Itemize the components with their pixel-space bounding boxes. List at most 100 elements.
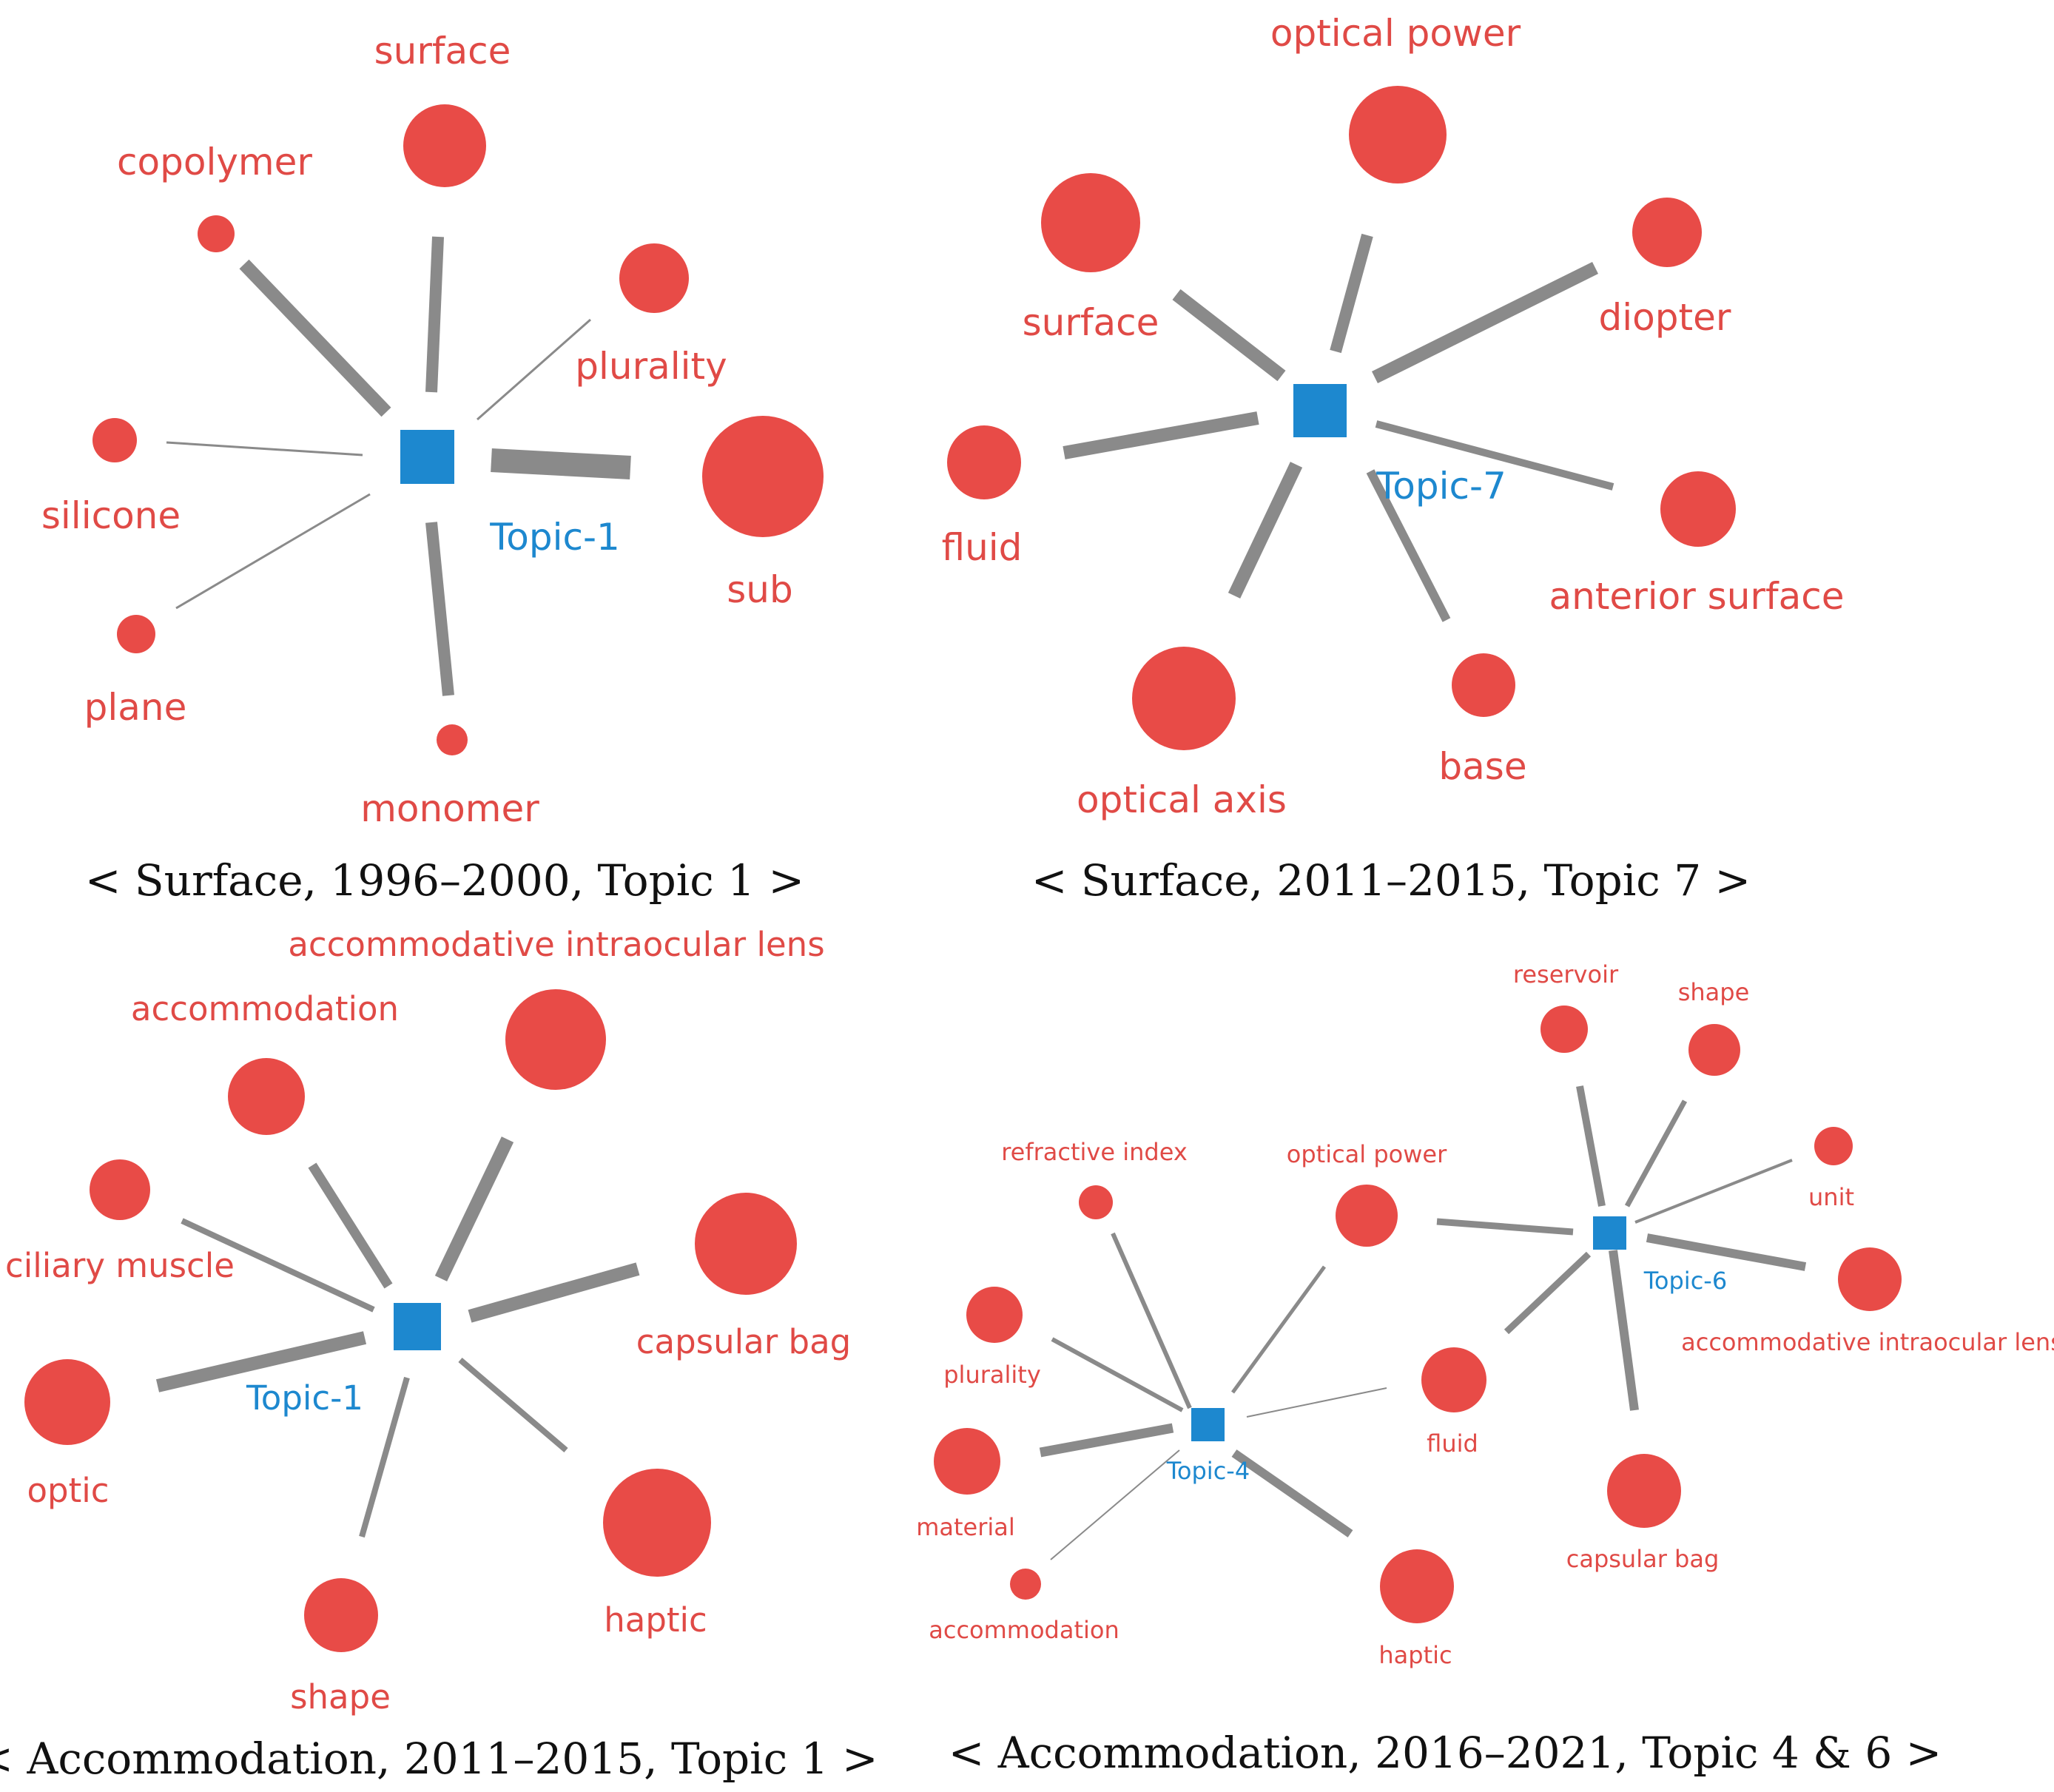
label-plurality: plurality [943, 1361, 1041, 1389]
node-reservoir[interactable] [1540, 1006, 1588, 1053]
edge-ciliary-muscle [181, 1218, 375, 1313]
label-fluid: fluid [1427, 1429, 1478, 1458]
hub-topic-1[interactable] [400, 430, 454, 484]
edge-monomer [425, 522, 454, 696]
panel-1-labels: surface copolymer plurality silicone sub… [41, 30, 793, 830]
node-capsular-bag[interactable] [695, 1193, 797, 1295]
caption-panel-3: < Accommodation, 2011–2015, Topic 1 > [0, 1734, 878, 1784]
edge-optical-power-t4 [1230, 1265, 1327, 1394]
node-unit[interactable] [1814, 1127, 1853, 1165]
node-plurality[interactable] [619, 243, 689, 313]
edge-optical-power [1330, 233, 1373, 354]
node-fluid[interactable] [1421, 1347, 1486, 1412]
panel-1-nodes [92, 104, 824, 755]
panel-2-labels: optical power surface diopter fluid ante… [942, 12, 1845, 821]
label-capsular-bag: capsular bag [1566, 1545, 1720, 1573]
edge-reservoir [1576, 1085, 1606, 1207]
edge-optic [155, 1331, 367, 1392]
node-sub[interactable] [702, 416, 824, 537]
panel-3-nodes [24, 989, 797, 1652]
label-surface: surface [374, 30, 511, 73]
caption-panel-1: < Surface, 1996–2000, Topic 1 > [85, 855, 804, 906]
node-plurality[interactable] [966, 1287, 1023, 1343]
node-ciliary-muscle[interactable] [90, 1159, 150, 1220]
edge-aiol [434, 1136, 514, 1281]
panel-3-edges [155, 1136, 640, 1538]
label-unit: unit [1808, 1183, 1854, 1211]
hub-topic-4[interactable] [1191, 1408, 1225, 1441]
node-haptic[interactable] [603, 1469, 711, 1577]
edge-capsular-bag [1609, 1250, 1639, 1411]
node-surface[interactable] [403, 104, 486, 187]
label-ciliary-muscle: ciliary muscle [5, 1246, 235, 1285]
label-material: material [916, 1513, 1015, 1541]
label-aiol: accommodative intraocular lens [288, 925, 824, 964]
label-fluid: fluid [942, 526, 1023, 569]
label-accommodation: accommodation [929, 1616, 1119, 1644]
edge-haptic [1231, 1449, 1353, 1537]
node-surface[interactable] [1041, 173, 1140, 272]
hub-topic-7[interactable] [1293, 384, 1347, 437]
node-shape[interactable] [1688, 1024, 1740, 1076]
hub-topic-6[interactable] [1593, 1216, 1626, 1250]
edge-fluid [1063, 411, 1259, 459]
edge-base [1366, 469, 1451, 622]
edge-plane [175, 493, 371, 610]
edge-aiol [1646, 1233, 1807, 1271]
edge-capsular-bag [468, 1262, 640, 1323]
caption-panel-4: < Accommodation, 2016–2021, Topic 4 & 6 … [949, 1728, 1942, 1778]
label-monomer: monomer [360, 787, 539, 830]
panel-accommodation-2011-2015: accommodative intraocular lens accommoda… [0, 925, 878, 1784]
panel-2-edges [1063, 233, 1614, 622]
label-optical-power: optical power [1287, 1140, 1447, 1168]
label-hub-topic-1b: Topic-1 [246, 1378, 363, 1418]
node-diopter[interactable] [1632, 198, 1702, 267]
label-aiol: accommodative intraocular lens [1681, 1328, 2054, 1356]
label-hub-topic-1: Topic-1 [489, 516, 620, 559]
edge-plurality [477, 318, 591, 421]
node-optical-power[interactable] [1349, 86, 1447, 183]
panel-accommodation-2016-2021: reservoir shape unit accommodative intra… [916, 960, 2054, 1778]
node-shape[interactable] [304, 1578, 378, 1652]
edge-accommodation [308, 1162, 393, 1289]
edge-sub [491, 448, 631, 479]
node-accommodation[interactable] [1010, 1569, 1041, 1600]
edge-accommodation [1050, 1449, 1180, 1560]
label-optical-power: optical power [1270, 12, 1521, 55]
panel-3-labels: accommodative intraocular lens accommoda… [5, 925, 851, 1717]
node-anterior-surface[interactable] [1660, 471, 1736, 547]
node-aiol[interactable] [505, 989, 606, 1090]
hub-topic-1b[interactable] [394, 1303, 441, 1350]
label-reservoir: reservoir [1513, 960, 1619, 988]
label-optical-axis: optical axis [1077, 778, 1287, 821]
label-silicone: silicone [41, 494, 181, 537]
label-shape: shape [1678, 978, 1750, 1006]
edge-shape [1624, 1099, 1688, 1207]
edge-optical-power-t6 [1436, 1218, 1574, 1236]
node-optic[interactable] [24, 1359, 110, 1445]
node-plane[interactable] [117, 615, 155, 653]
label-haptic: haptic [1378, 1641, 1452, 1669]
node-silicone[interactable] [92, 418, 137, 462]
label-anterior-surface: anterior surface [1549, 575, 1845, 618]
label-sub: sub [727, 568, 792, 611]
node-optical-power[interactable] [1336, 1185, 1398, 1247]
node-aiol[interactable] [1838, 1247, 1902, 1311]
label-copolymer: copolymer [117, 141, 312, 183]
node-haptic[interactable] [1380, 1549, 1454, 1623]
node-fluid[interactable] [947, 425, 1021, 499]
edge-haptic [458, 1357, 568, 1453]
node-copolymer[interactable] [198, 215, 235, 252]
edge-fluid-t6 [1504, 1251, 1592, 1335]
node-capsular-bag[interactable] [1607, 1454, 1681, 1528]
node-optical-axis[interactable] [1132, 647, 1236, 750]
label-haptic: haptic [604, 1600, 707, 1640]
edge-anterior-surface [1375, 420, 1614, 491]
node-monomer[interactable] [437, 724, 468, 755]
node-accommodation[interactable] [228, 1058, 305, 1135]
node-refractive-index[interactable] [1079, 1185, 1113, 1219]
node-material[interactable] [934, 1428, 1000, 1495]
edge-copolymer [239, 259, 391, 417]
node-base[interactable] [1452, 653, 1515, 717]
label-diopter: diopter [1599, 296, 1731, 339]
